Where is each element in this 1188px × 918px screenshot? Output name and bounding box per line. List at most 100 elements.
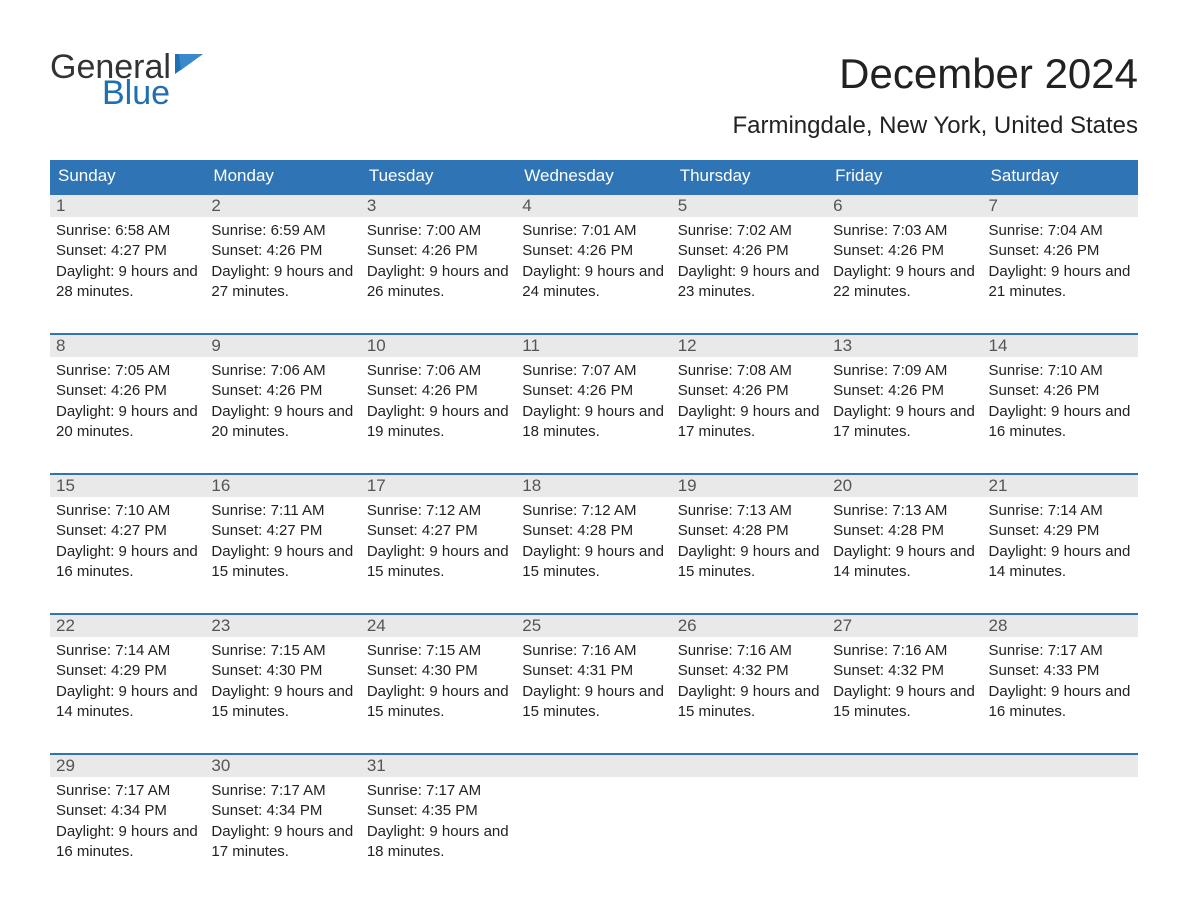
day-cell: 29Sunrise: 7:17 AMSunset: 4:34 PMDayligh… [50,755,205,875]
sunrise-line: Sunrise: 7:05 AM [56,361,199,381]
sunset-line: Sunset: 4:26 PM [833,241,976,261]
day-cell: 5Sunrise: 7:02 AMSunset: 4:26 PMDaylight… [672,195,827,315]
sunrise-line: Sunrise: 6:58 AM [56,221,199,241]
day-number: 1 [50,195,205,217]
daylight-line: Daylight: 9 hours and 16 minutes. [56,542,199,583]
day-details: Sunrise: 7:17 AMSunset: 4:34 PMDaylight:… [205,777,360,868]
sunset-line: Sunset: 4:26 PM [678,241,821,261]
daylight-line: Daylight: 9 hours and 15 minutes. [211,542,354,583]
weekday-header: Tuesday [361,160,516,193]
daylight-line: Daylight: 9 hours and 15 minutes. [367,542,510,583]
sunrise-line: Sunrise: 7:14 AM [56,641,199,661]
sunrise-line: Sunrise: 7:15 AM [211,641,354,661]
day-cell: . [827,755,982,875]
sunrise-line: Sunrise: 7:09 AM [833,361,976,381]
day-cell: 30Sunrise: 7:17 AMSunset: 4:34 PMDayligh… [205,755,360,875]
day-cell: 27Sunrise: 7:16 AMSunset: 4:32 PMDayligh… [827,615,982,735]
day-cell: 20Sunrise: 7:13 AMSunset: 4:28 PMDayligh… [827,475,982,595]
day-number: 19 [672,475,827,497]
day-number: 23 [205,615,360,637]
day-cell: 23Sunrise: 7:15 AMSunset: 4:30 PMDayligh… [205,615,360,735]
sunrise-line: Sunrise: 7:00 AM [367,221,510,241]
day-cell: 22Sunrise: 7:14 AMSunset: 4:29 PMDayligh… [50,615,205,735]
daylight-line: Daylight: 9 hours and 15 minutes. [678,682,821,723]
sunset-line: Sunset: 4:26 PM [833,381,976,401]
day-number: 8 [50,335,205,357]
sunset-line: Sunset: 4:27 PM [56,521,199,541]
day-details: Sunrise: 6:58 AMSunset: 4:27 PMDaylight:… [50,217,205,308]
daylight-line: Daylight: 9 hours and 16 minutes. [56,822,199,863]
daylight-line: Daylight: 9 hours and 14 minutes. [56,682,199,723]
day-number: 21 [983,475,1138,497]
sunset-line: Sunset: 4:27 PM [367,521,510,541]
daylight-line: Daylight: 9 hours and 15 minutes. [678,542,821,583]
sunset-line: Sunset: 4:29 PM [56,661,199,681]
daylight-line: Daylight: 9 hours and 18 minutes. [367,822,510,863]
sunset-line: Sunset: 4:30 PM [367,661,510,681]
day-number: 29 [50,755,205,777]
sunrise-line: Sunrise: 7:17 AM [367,781,510,801]
day-details: Sunrise: 7:13 AMSunset: 4:28 PMDaylight:… [672,497,827,588]
day-number: 7 [983,195,1138,217]
day-number: 27 [827,615,982,637]
day-details: Sunrise: 7:16 AMSunset: 4:32 PMDaylight:… [827,637,982,728]
day-cell: . [516,755,671,875]
sunrise-line: Sunrise: 7:10 AM [989,361,1132,381]
sunrise-line: Sunrise: 7:06 AM [367,361,510,381]
sunset-line: Sunset: 4:26 PM [367,241,510,261]
weekday-header-row: Sunday Monday Tuesday Wednesday Thursday… [50,160,1138,193]
sunset-line: Sunset: 4:34 PM [56,801,199,821]
day-cell: 17Sunrise: 7:12 AMSunset: 4:27 PMDayligh… [361,475,516,595]
weekday-header: Sunday [50,160,205,193]
day-details: Sunrise: 7:10 AMSunset: 4:27 PMDaylight:… [50,497,205,588]
logo: General Blue [50,50,203,110]
day-number: 15 [50,475,205,497]
weekday-header: Wednesday [516,160,671,193]
sunset-line: Sunset: 4:26 PM [367,381,510,401]
day-number: 20 [827,475,982,497]
daylight-line: Daylight: 9 hours and 22 minutes. [833,262,976,303]
sunset-line: Sunset: 4:26 PM [678,381,821,401]
daylight-line: Daylight: 9 hours and 15 minutes. [833,682,976,723]
sunset-line: Sunset: 4:26 PM [522,381,665,401]
sunset-line: Sunset: 4:26 PM [522,241,665,261]
day-cell: 31Sunrise: 7:17 AMSunset: 4:35 PMDayligh… [361,755,516,875]
daylight-line: Daylight: 9 hours and 26 minutes. [367,262,510,303]
week-row: 29Sunrise: 7:17 AMSunset: 4:34 PMDayligh… [50,753,1138,875]
sunset-line: Sunset: 4:35 PM [367,801,510,821]
day-details: Sunrise: 7:03 AMSunset: 4:26 PMDaylight:… [827,217,982,308]
sunset-line: Sunset: 4:34 PM [211,801,354,821]
daylight-line: Daylight: 9 hours and 20 minutes. [56,402,199,443]
day-details: Sunrise: 7:17 AMSunset: 4:33 PMDaylight:… [983,637,1138,728]
daylight-line: Daylight: 9 hours and 21 minutes. [989,262,1132,303]
day-details: Sunrise: 7:05 AMSunset: 4:26 PMDaylight:… [50,357,205,448]
sunrise-line: Sunrise: 7:06 AM [211,361,354,381]
sunset-line: Sunset: 4:31 PM [522,661,665,681]
day-number: 18 [516,475,671,497]
weekday-header: Thursday [672,160,827,193]
day-number: 13 [827,335,982,357]
day-number: 6 [827,195,982,217]
day-number: 10 [361,335,516,357]
daylight-line: Daylight: 9 hours and 15 minutes. [522,542,665,583]
sunrise-line: Sunrise: 7:16 AM [522,641,665,661]
day-details: Sunrise: 7:10 AMSunset: 4:26 PMDaylight:… [983,357,1138,448]
daylight-line: Daylight: 9 hours and 16 minutes. [989,682,1132,723]
day-number: 2 [205,195,360,217]
day-number: 11 [516,335,671,357]
day-details: Sunrise: 7:12 AMSunset: 4:28 PMDaylight:… [516,497,671,588]
daylight-line: Daylight: 9 hours and 16 minutes. [989,402,1132,443]
sunrise-line: Sunrise: 7:16 AM [678,641,821,661]
sunset-line: Sunset: 4:26 PM [989,241,1132,261]
sunrise-line: Sunrise: 7:12 AM [367,501,510,521]
sunset-line: Sunset: 4:26 PM [56,381,199,401]
day-details: Sunrise: 7:06 AMSunset: 4:26 PMDaylight:… [361,357,516,448]
daylight-line: Daylight: 9 hours and 17 minutes. [678,402,821,443]
sunset-line: Sunset: 4:26 PM [989,381,1132,401]
sunset-line: Sunset: 4:26 PM [211,241,354,261]
day-details: Sunrise: 7:17 AMSunset: 4:35 PMDaylight:… [361,777,516,868]
day-number: . [672,755,827,777]
header: General Blue December 2024 Farmingdale, … [50,50,1138,152]
sunrise-line: Sunrise: 7:13 AM [833,501,976,521]
day-cell: 8Sunrise: 7:05 AMSunset: 4:26 PMDaylight… [50,335,205,455]
